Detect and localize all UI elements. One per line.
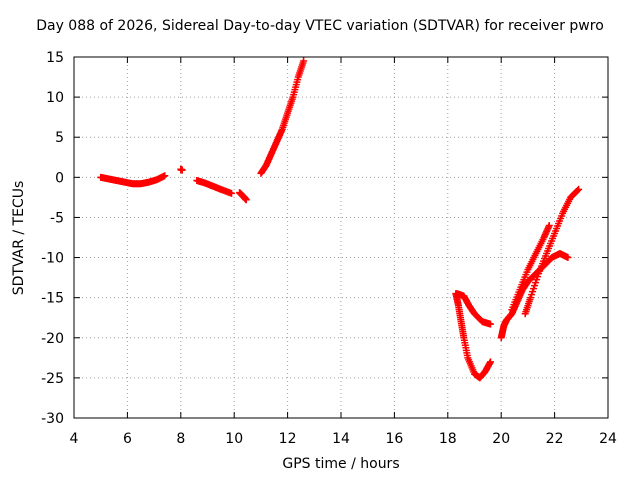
data-point xyxy=(242,196,250,204)
data-point xyxy=(487,320,495,328)
x-tick-label: 10 xyxy=(225,431,243,447)
y-tick-label: -20 xyxy=(41,331,64,347)
data-points xyxy=(97,57,583,382)
ticks: 4 6 8 10 12 14 16 18 20 22 24 15 10 5 0 -5 -10 -15 -20 -25 -… xyxy=(41,50,617,447)
data-point xyxy=(564,254,572,262)
series-arc-4 xyxy=(236,189,250,204)
data-point xyxy=(228,189,236,197)
data-point xyxy=(574,186,582,194)
data-point xyxy=(178,166,186,174)
x-tick-label: 8 xyxy=(176,431,185,447)
series-arc-8 xyxy=(497,250,572,342)
grid xyxy=(74,57,608,418)
series-arc-3 xyxy=(193,177,236,197)
y-tick-label: -15 xyxy=(41,291,64,307)
x-tick-label: 6 xyxy=(123,431,132,447)
y-tick-label: -30 xyxy=(41,411,64,427)
y-tick-label: -10 xyxy=(41,251,64,267)
data-point xyxy=(575,185,583,193)
y-axis-label: SDTVAR / TECUs xyxy=(11,180,27,296)
data-point xyxy=(545,221,553,229)
x-tick-label: 24 xyxy=(599,431,617,447)
x-tick-label: 14 xyxy=(332,431,350,447)
series-arc-9 xyxy=(508,221,553,314)
x-tick-label: 22 xyxy=(546,431,564,447)
series-arc-2 xyxy=(177,165,186,174)
y-tick-label: 15 xyxy=(46,50,64,66)
series-arc-7 xyxy=(453,290,495,328)
y-tick-label: 5 xyxy=(55,130,64,146)
chart-title: Day 088 of 2026, Sidereal Day-to-day VTE… xyxy=(36,18,604,34)
series-arc-10 xyxy=(521,185,583,318)
x-tick-label: 18 xyxy=(439,431,457,447)
x-axis-label: GPS time / hours xyxy=(282,456,400,472)
x-tick-label: 4 xyxy=(70,431,79,447)
y-tick-label: 0 xyxy=(55,170,64,186)
data-point xyxy=(161,172,169,180)
y-tick-label: -5 xyxy=(50,210,64,226)
y-tick-label: -25 xyxy=(41,371,64,387)
x-tick-label: 16 xyxy=(385,431,403,447)
data-point xyxy=(487,358,495,366)
x-tick-label: 20 xyxy=(492,431,510,447)
series-arc-1 xyxy=(97,172,169,188)
y-tick-label: 10 xyxy=(46,90,64,106)
series-arc-5 xyxy=(257,57,308,177)
series-arc-6 xyxy=(452,290,495,382)
x-tick-label: 12 xyxy=(279,431,297,447)
data-point xyxy=(300,57,308,65)
